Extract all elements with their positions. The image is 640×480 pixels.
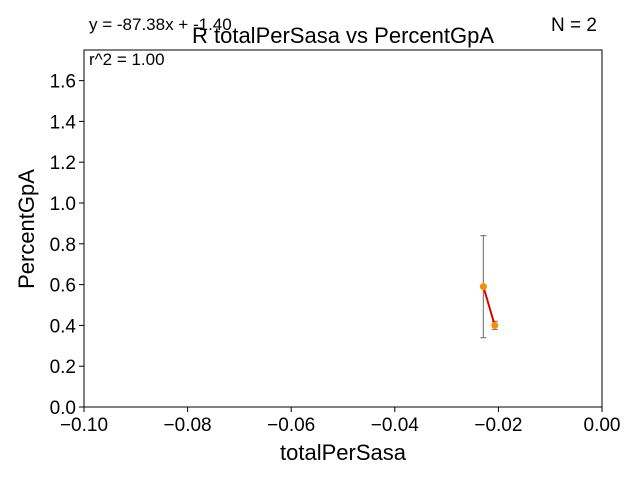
y-tick-label: 0.6: [50, 276, 76, 297]
y-tick-label: 0.0: [50, 398, 76, 419]
x-tick-label: 0.00: [584, 415, 621, 436]
y-tick-label: 1.0: [50, 194, 76, 215]
y-tick-label: 1.4: [50, 112, 77, 133]
data-point: [479, 283, 487, 291]
fit-line: [482, 286, 496, 326]
y-tick-label: 1.6: [50, 72, 76, 93]
y-axis-label: PercentGpA: [14, 169, 39, 289]
y-tick-label: 0.4: [50, 316, 77, 337]
y-tick-label: 0.2: [50, 357, 76, 378]
x-tick-label: −0.08: [164, 415, 212, 436]
y-tick-label: 0.8: [50, 235, 76, 256]
r-squared-annotation: r^2 = 1.00: [89, 50, 165, 69]
data-point: [491, 321, 499, 329]
chart-title: R totalPerSasa vs PercentGpA: [192, 23, 494, 48]
y-axis-ticks: 0.0 0.2 0.4 0.6 0.8 1.0 1.2 1.4 1.6: [50, 72, 84, 419]
equation-annotation: y = -87.38x + -1.40: [89, 15, 232, 34]
y-tick-label: 1.2: [50, 153, 76, 174]
x-axis-label: totalPerSasa: [280, 440, 407, 465]
x-tick-label: −0.10: [60, 415, 108, 436]
plot-layer: [479, 235, 499, 339]
n-annotation: N = 2: [551, 15, 597, 36]
x-tick-label: −0.02: [474, 415, 522, 436]
x-tick-label: −0.06: [267, 415, 315, 436]
x-tick-label: −0.04: [371, 415, 420, 436]
plot-frame: [83, 49, 603, 408]
x-axis-ticks: −0.10 −0.08 −0.06 −0.04 −0.02 0.00: [60, 407, 621, 436]
